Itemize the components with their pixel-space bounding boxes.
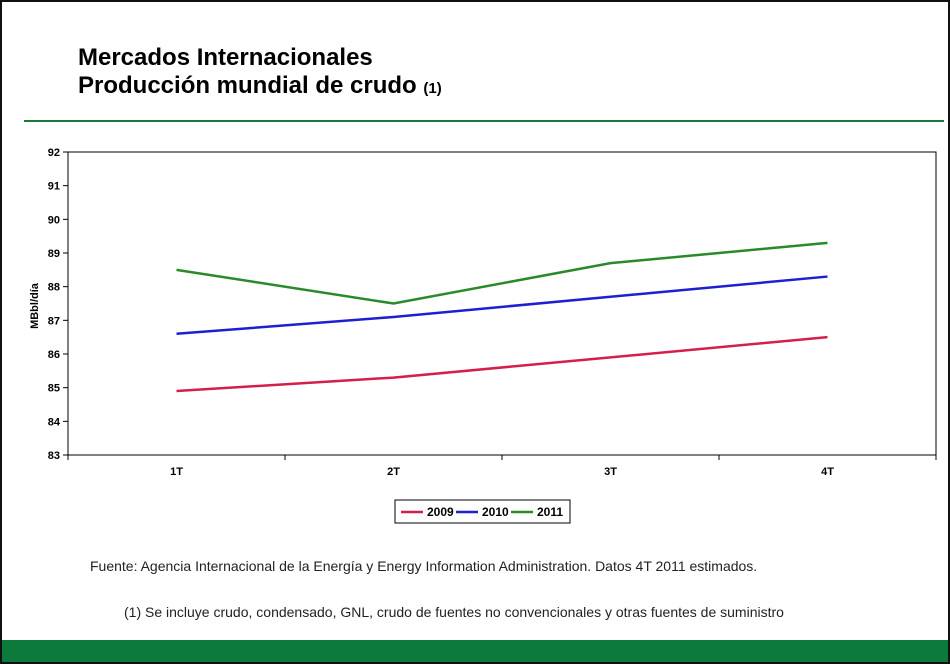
y-tick-label: 84	[48, 416, 61, 428]
slide-subtitle: Producción mundial de crudo (1)	[78, 72, 442, 100]
y-tick-label: 88	[48, 282, 60, 294]
legend-label: 2009	[427, 505, 454, 519]
source-note: Fuente: Agencia Internacional de la Ener…	[90, 558, 758, 574]
legend-label: 2011	[537, 505, 563, 519]
y-tick-label: 85	[48, 383, 60, 395]
slide-title: Mercados Internacionales	[78, 44, 373, 71]
y-tick-label: 87	[48, 315, 60, 327]
x-tick-label: 3T	[604, 466, 617, 478]
subtitle-note: (1)	[423, 80, 442, 97]
footer-bar	[2, 640, 948, 662]
y-axis-label: MBbl/día	[29, 282, 41, 329]
subtitle-text: Producción mundial de crudo	[78, 72, 417, 99]
title-rule	[24, 120, 944, 122]
y-tick-label: 91	[48, 181, 60, 193]
series-line	[176, 335, 828, 393]
y-tick-label: 86	[48, 349, 60, 361]
footnote: (1) Se incluye crudo, condensado, GNL, c…	[124, 604, 784, 620]
legend-label: 2010	[482, 505, 509, 519]
legend-box	[394, 499, 571, 524]
chart: MBbl/día 83 84 85 86 87 88 89 90 91 92 1T 2T 3T 4T 200…	[29, 147, 937, 524]
x-tick-label: 1T	[170, 466, 183, 478]
plot-frame	[67, 151, 937, 456]
y-tick-label: 83	[48, 450, 60, 462]
y-tick-label: 89	[48, 248, 60, 260]
series-line	[176, 275, 828, 336]
x-tick-label: 2T	[387, 466, 400, 478]
y-tick-label: 92	[48, 147, 60, 159]
x-tick-label: 4T	[821, 466, 834, 478]
y-tick-label: 90	[48, 214, 60, 226]
series-line	[176, 241, 828, 305]
